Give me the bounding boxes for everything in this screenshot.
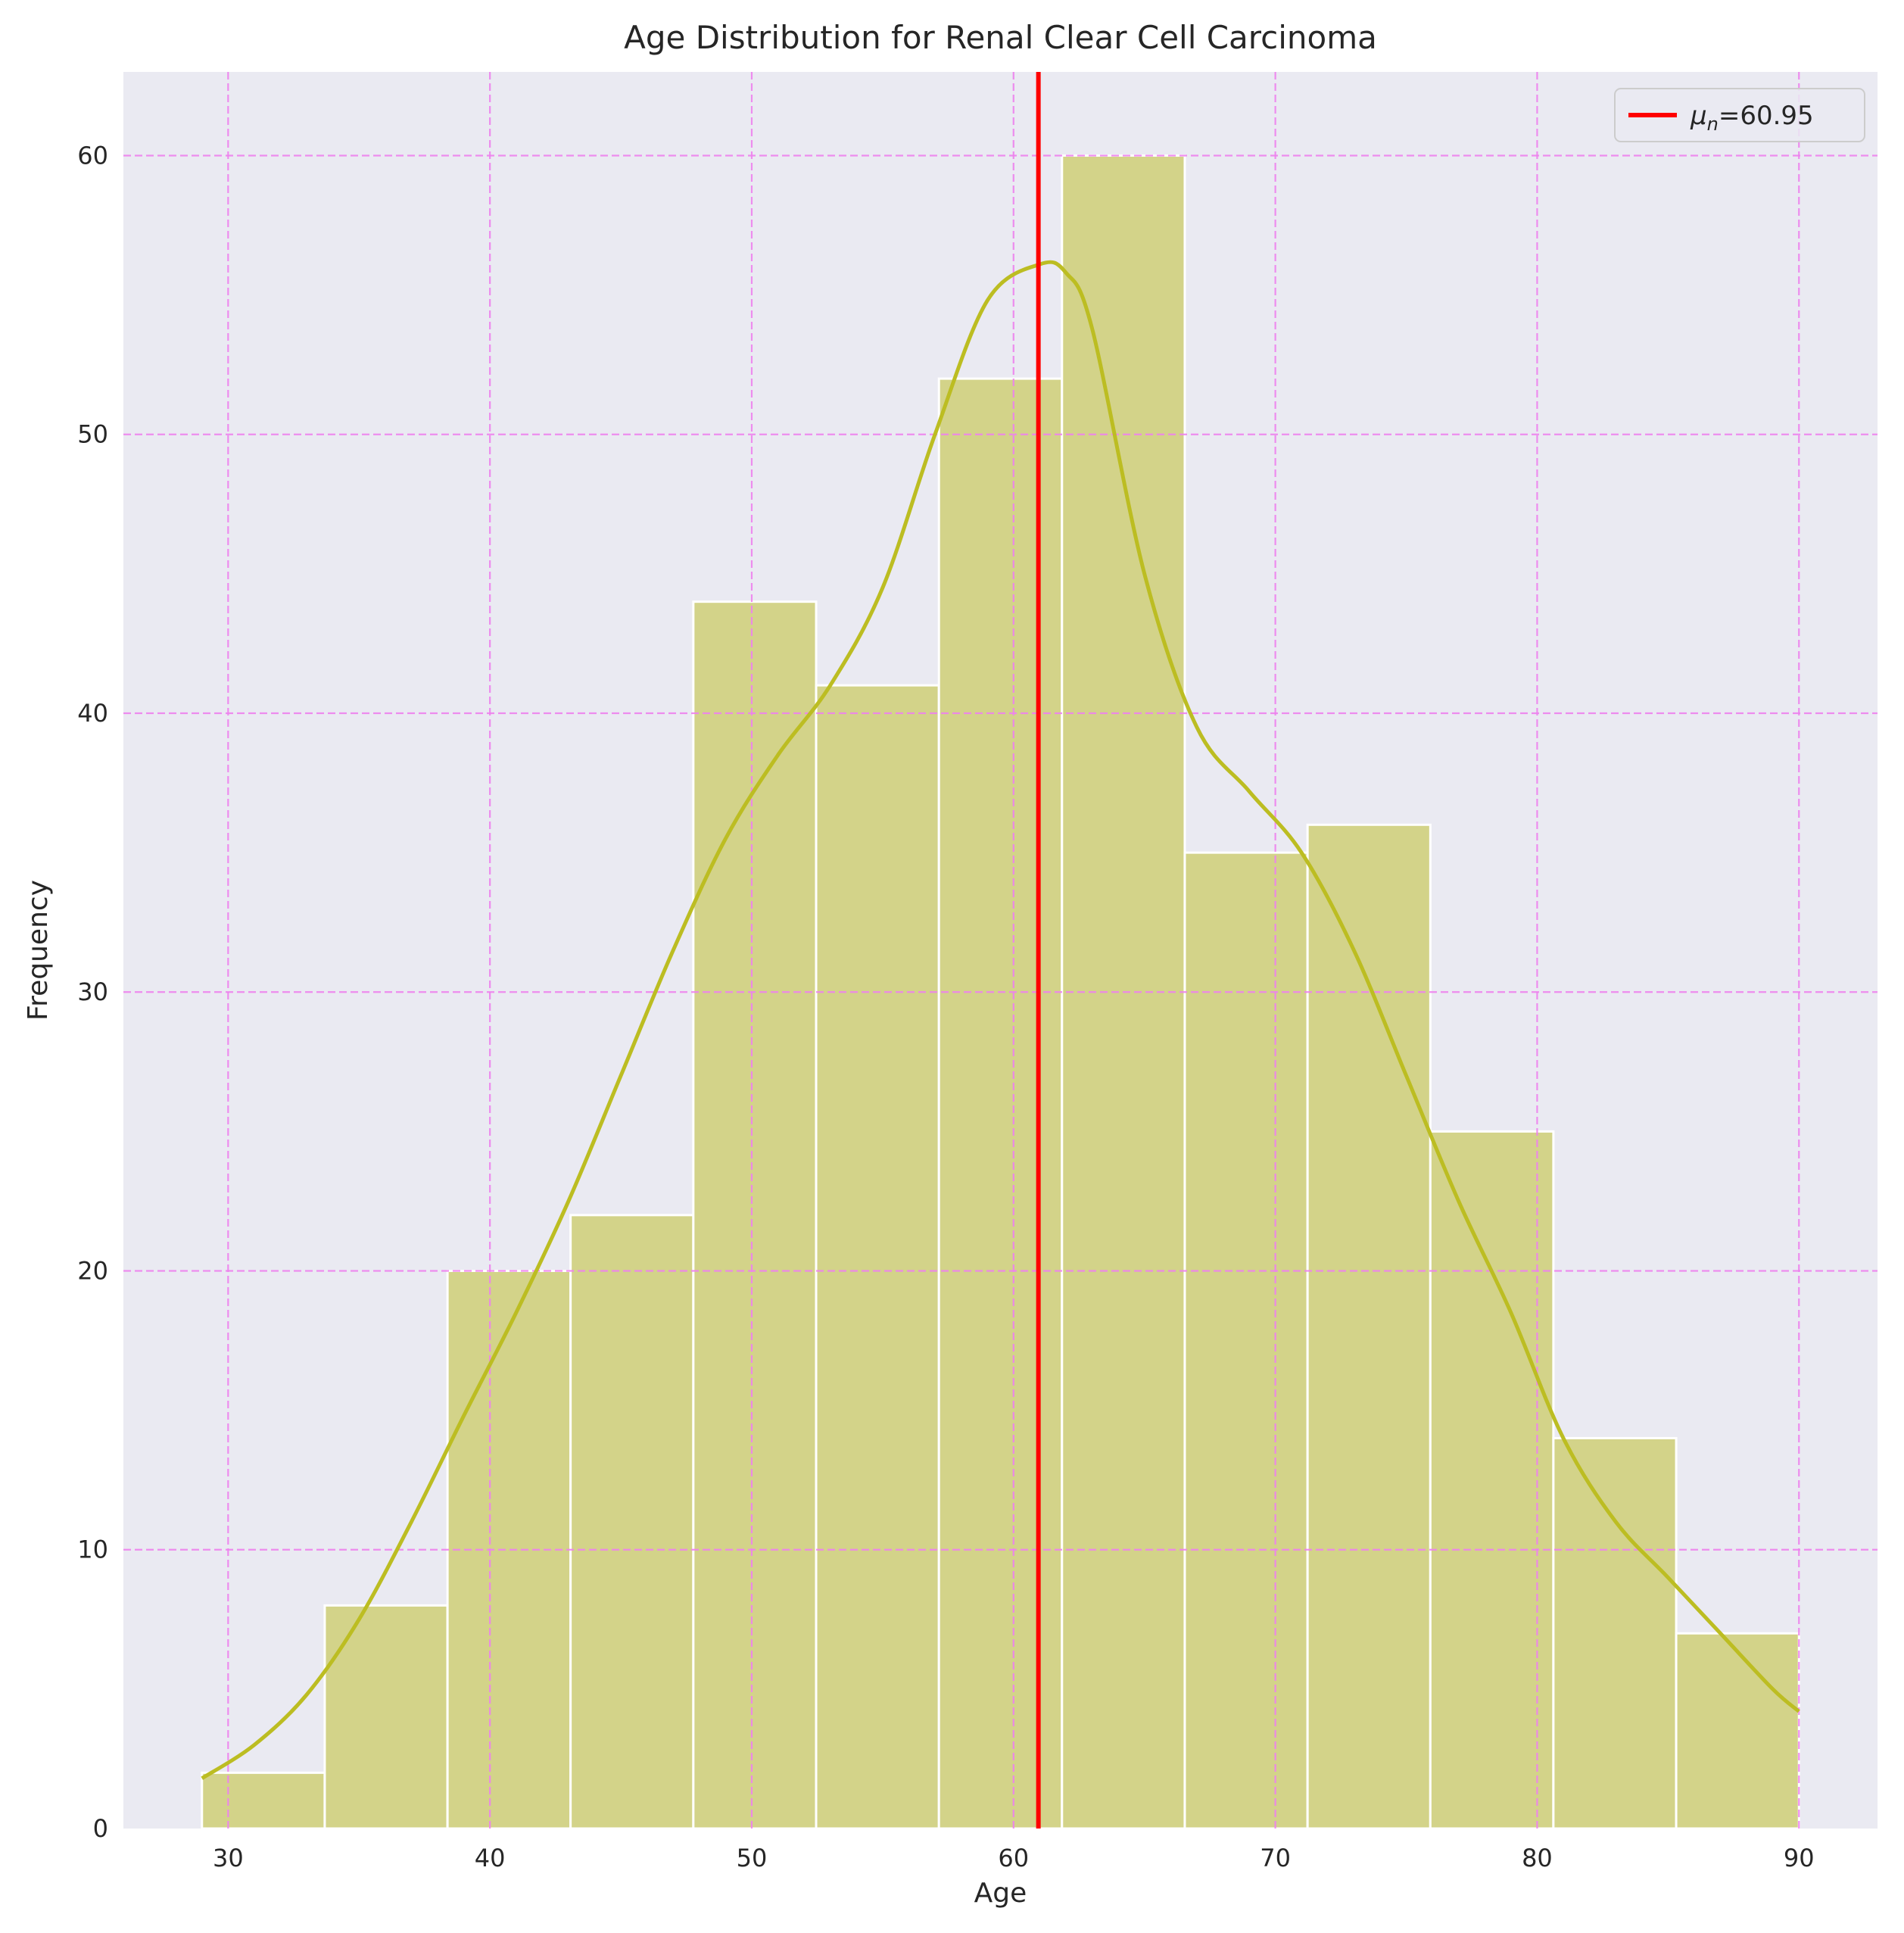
chart-title: Age Distribution for Renal Clear Cell Ca… (624, 19, 1377, 56)
histogram-bars (201, 154, 1800, 1830)
x-axis-label: Age (974, 1878, 1027, 1909)
legend-label-mean: μn=60.95 (1690, 101, 1814, 135)
y-tick-label: 30 (77, 977, 108, 1006)
x-tick-label: 70 (1260, 1844, 1291, 1872)
legend-box (1614, 88, 1865, 142)
histogram-bar-4 (569, 1214, 695, 1830)
x-tick-label: 80 (1522, 1844, 1553, 1872)
histogram-bar-1 (201, 1771, 326, 1830)
histogram-bar-6 (815, 684, 940, 1830)
x-tick-label: 40 (475, 1844, 506, 1872)
x-tick-label: 90 (1784, 1844, 1815, 1872)
histogram-bar-13 (1675, 1632, 1800, 1830)
histogram-bar-10 (1306, 823, 1432, 1830)
histogram-bar-7 (937, 377, 1064, 1830)
y-tick-label: 10 (77, 1535, 108, 1564)
y-tick-label: 60 (77, 141, 108, 170)
legend-value: =60.95 (1719, 101, 1814, 131)
y-tick-label: 0 (93, 1814, 108, 1843)
y-axis-label: Frequency (23, 880, 54, 1021)
x-tick-label: 60 (998, 1844, 1029, 1872)
legend-subscript: n (1707, 114, 1719, 135)
x-tick-label: 30 (213, 1844, 244, 1872)
x-tick-label: 50 (737, 1844, 768, 1872)
y-tick-label: 40 (77, 699, 108, 728)
histogram-bar-9 (1183, 851, 1309, 1830)
y-tick-label: 20 (77, 1256, 108, 1285)
grid-lines (123, 72, 1878, 1829)
x-axis-ticks: 30 40 50 60 70 80 90 (213, 1844, 1815, 1872)
legend-mu: μ (1690, 101, 1707, 131)
y-axis-ticks: 0 10 20 30 40 50 60 (77, 141, 108, 1843)
legend: μn=60.95 (1614, 88, 1865, 142)
y-tick-label: 50 (77, 420, 108, 449)
kde-curve (201, 260, 1800, 1780)
histogram-bar-5 (692, 600, 818, 1830)
histogram-bar-12 (1552, 1436, 1678, 1830)
histogram-bar-2 (323, 1604, 449, 1830)
histogram-bar-11 (1429, 1130, 1555, 1830)
